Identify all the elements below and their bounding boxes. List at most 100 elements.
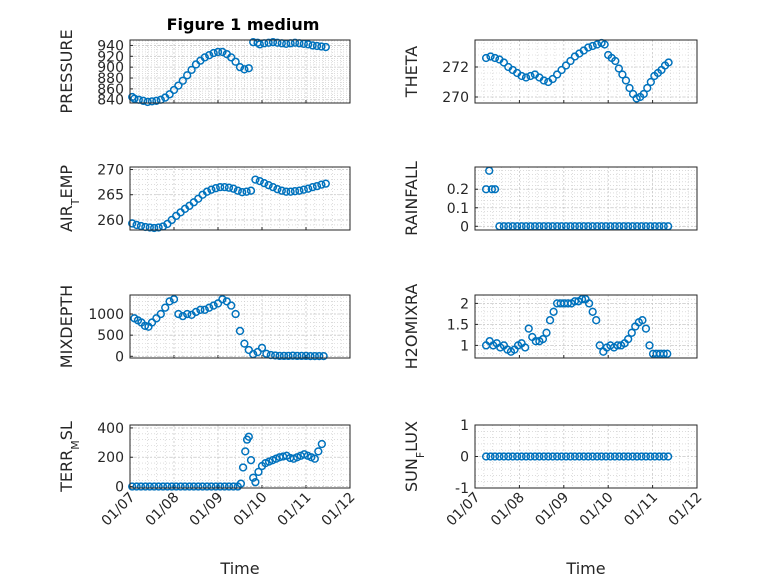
data-point (517, 71, 526, 81)
data-point (557, 452, 566, 461)
data-point (246, 186, 256, 195)
data-point (577, 295, 587, 304)
data-point (312, 182, 322, 191)
data-point (481, 53, 491, 63)
data-point (621, 76, 631, 85)
data-point (140, 321, 150, 331)
axes-box (129, 166, 351, 231)
data-point (304, 184, 313, 193)
data-point (548, 452, 557, 461)
data-point (246, 456, 256, 465)
data-point (216, 482, 225, 491)
data-point (308, 41, 317, 50)
x-axis-label: Time (565, 559, 605, 578)
data-point (646, 452, 655, 461)
data-point (613, 341, 622, 350)
data-point (264, 180, 273, 190)
data-point (275, 351, 284, 361)
data-point (521, 343, 530, 352)
data-point (202, 482, 212, 491)
data-point (150, 223, 159, 233)
data-point (185, 482, 194, 491)
data-point (205, 303, 214, 312)
data-point (597, 452, 606, 461)
data-point (218, 295, 227, 304)
data-point (650, 452, 659, 461)
data-point (213, 299, 223, 308)
data-point (610, 452, 620, 461)
subplot-theta: 270 272 THETA (402, 38, 698, 106)
data-point (128, 482, 137, 491)
data-point (260, 178, 269, 188)
data-point (539, 452, 548, 461)
data-point (194, 194, 203, 203)
data-point (180, 482, 190, 491)
data-point (238, 188, 247, 197)
data-point (584, 452, 593, 461)
y-tick-label: 0 (115, 480, 124, 496)
data-point (487, 185, 497, 194)
data-point (229, 184, 238, 193)
data-point (262, 349, 271, 358)
data-point (570, 452, 580, 461)
data-point (517, 452, 526, 461)
data-point (255, 176, 264, 186)
data-point (183, 309, 192, 319)
data-point (209, 48, 218, 58)
data-point (282, 187, 291, 196)
data-point (273, 185, 282, 194)
data-point (628, 452, 637, 461)
data-point (592, 452, 602, 461)
data-point (595, 341, 604, 350)
data-point (229, 482, 238, 491)
data-point (183, 71, 192, 80)
data-point (196, 305, 205, 314)
data-point (132, 220, 141, 230)
data-point (521, 452, 531, 461)
data-point (169, 295, 179, 304)
data-point (659, 452, 668, 461)
y-axis-label: SUNFLUX (402, 421, 427, 492)
y-tick-label: 500 (97, 328, 124, 344)
data-point (290, 38, 300, 47)
y-tick-label: 880 (97, 71, 124, 87)
data-point (172, 482, 181, 491)
data-point (481, 452, 491, 461)
y-axis-label: MIXDEPTH (57, 285, 76, 368)
data-point (235, 63, 245, 72)
data-point (588, 41, 597, 51)
data-point (584, 299, 594, 308)
data-point (624, 334, 633, 344)
data-point (145, 482, 154, 491)
data-point (317, 439, 326, 449)
data-point (659, 349, 668, 358)
data-point (513, 452, 522, 461)
subplot-rainfall: 0 0.1 0.2 RAINFALL (402, 161, 698, 236)
data-point (198, 482, 207, 491)
data-point (216, 183, 225, 192)
data-point (535, 452, 544, 461)
data-point (317, 180, 326, 189)
data-point (240, 65, 249, 74)
data-point (205, 51, 214, 60)
y-tick-label: 940 (97, 38, 124, 54)
data-point (227, 301, 236, 310)
y-tick-label: 1.5 (447, 317, 469, 333)
data-point (264, 38, 273, 47)
data-point (495, 452, 504, 461)
data-point (211, 184, 220, 193)
y-tick-label: 2 (460, 296, 469, 312)
data-point (563, 299, 572, 308)
y-tick-label: 860 (97, 82, 124, 98)
data-point (663, 349, 672, 358)
data-point (161, 303, 170, 312)
data-point (207, 185, 216, 194)
data-point (552, 70, 562, 79)
data-point (588, 307, 597, 316)
data-point (191, 307, 201, 317)
y-tick-label: 840 (97, 93, 124, 109)
data-point (128, 219, 137, 228)
y-tick-label: 0 (460, 450, 469, 466)
